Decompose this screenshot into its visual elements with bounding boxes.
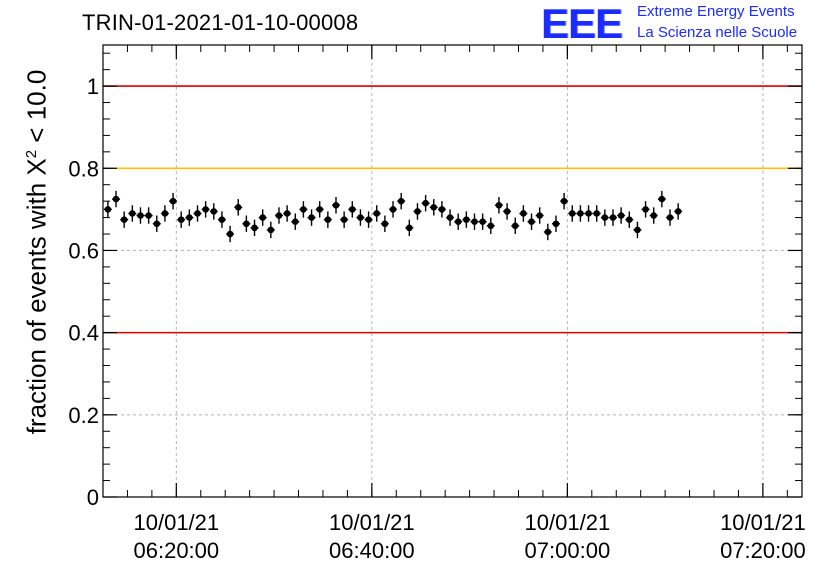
data-point <box>479 218 486 225</box>
data-point <box>446 214 454 221</box>
data-point <box>218 216 226 223</box>
data-point <box>487 222 495 230</box>
data-point <box>308 214 315 221</box>
data-point <box>194 210 201 217</box>
data-point <box>104 206 112 213</box>
data-point <box>536 212 543 219</box>
data-point <box>585 210 592 217</box>
data-point <box>291 218 299 225</box>
data-point <box>348 206 356 213</box>
data-point <box>625 216 633 223</box>
data-point <box>332 201 340 209</box>
data-point <box>373 210 381 217</box>
y-tick-label: 1 <box>87 74 99 99</box>
data-point <box>234 204 242 211</box>
data-point <box>414 208 421 215</box>
y-tick-label: 0.4 <box>68 321 99 346</box>
x-tick-label-time: 06:20:00 <box>134 538 220 563</box>
data-point <box>381 220 389 228</box>
x-axis: 10/01/21 06:20:00 10/01/21 06:40:00 10/01/21… <box>126 45 806 563</box>
x-tick-label-date: 10/01/21 <box>525 510 611 535</box>
data-point <box>129 210 136 217</box>
x-tick-label-date: 10/01/21 <box>329 510 415 535</box>
data-point <box>169 197 177 205</box>
data-point <box>511 222 519 230</box>
data-point <box>137 212 144 219</box>
data-point <box>577 210 584 217</box>
data-point <box>202 206 209 213</box>
data-point <box>145 212 152 219</box>
data-point <box>365 216 372 223</box>
data-point <box>544 228 552 236</box>
data-point <box>210 208 218 215</box>
y-axis: 0 0.2 0.4 0.6 0.8 1 <box>68 52 802 510</box>
y-tick-label: 0.6 <box>68 238 99 263</box>
data-point <box>528 218 535 225</box>
data-point <box>267 226 275 234</box>
data-point <box>340 216 348 223</box>
data-point <box>324 216 332 223</box>
data-point <box>357 214 364 221</box>
plot-frame <box>102 44 803 498</box>
data-point <box>463 216 470 223</box>
data-point <box>389 206 397 213</box>
data-point <box>275 212 283 219</box>
data-point <box>422 199 429 207</box>
data-point <box>560 197 568 205</box>
data-point <box>112 195 120 203</box>
reference-lines <box>103 85 802 334</box>
x-tick-label-time: 07:00:00 <box>525 538 611 563</box>
data-point <box>634 226 641 234</box>
data-point <box>316 206 324 213</box>
data-point <box>552 220 560 228</box>
data-point <box>674 208 682 215</box>
data-point <box>243 220 250 228</box>
data-point <box>520 210 527 217</box>
data-point <box>471 218 478 225</box>
data-point <box>161 210 169 217</box>
data-point <box>226 230 234 238</box>
data-point <box>658 195 666 203</box>
data-point <box>642 206 649 213</box>
data-point <box>300 206 307 213</box>
data-point <box>438 206 446 213</box>
data-point <box>153 220 161 228</box>
data-point <box>397 197 405 205</box>
data-point <box>251 224 258 232</box>
logo-mark: EEE <box>541 0 623 47</box>
data-point <box>617 212 625 219</box>
data-point <box>430 204 438 211</box>
eee-logo: EEE Extreme Energy Events La Scienza nel… <box>541 2 831 46</box>
data-point <box>568 210 576 217</box>
data-point <box>186 214 193 221</box>
plot-background <box>103 45 802 497</box>
x-tick-label-date: 10/01/21 <box>134 510 220 535</box>
data-point <box>503 208 511 215</box>
data-point <box>650 212 658 219</box>
data-point <box>406 224 413 232</box>
y-tick-label: 0.2 <box>68 403 99 428</box>
x-tick-label-time: 07:20:00 <box>720 538 806 563</box>
data-point <box>259 214 266 221</box>
x-tick-label-date: 10/01/21 <box>720 510 806 535</box>
logo-subtitle-line2: La Scienza nelle Scuole <box>637 24 798 41</box>
data-point <box>283 210 291 217</box>
data-point <box>495 201 503 209</box>
data-point <box>601 214 609 221</box>
chart-title: TRIN-01-2021-01-10-00008 <box>82 10 359 35</box>
data-point <box>666 214 674 221</box>
data-point <box>120 216 128 223</box>
data-points <box>103 190 683 243</box>
data-point <box>593 210 600 217</box>
data-point <box>454 218 462 225</box>
data-point <box>609 214 617 221</box>
y-tick-label: 0 <box>87 485 99 510</box>
y-tick-label: 0.8 <box>68 156 99 181</box>
data-point <box>177 216 185 223</box>
x-tick-label-time: 06:40:00 <box>329 538 415 563</box>
logo-subtitle-line1: Extreme Energy Events <box>637 3 795 20</box>
